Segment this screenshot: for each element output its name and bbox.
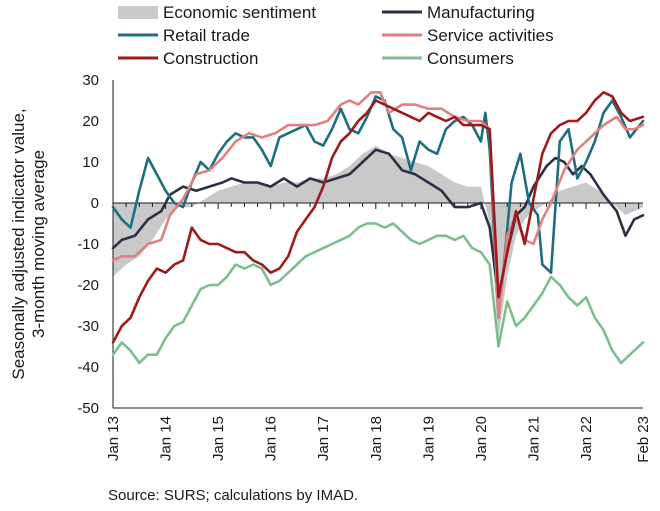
y-tick-label: -20 (77, 277, 99, 294)
legend-label: Service activities (427, 26, 554, 45)
y-axis-title-line: 3-month moving average (29, 150, 48, 338)
y-tick-label: 20 (82, 113, 99, 130)
x-tick-label: Jan 19 (420, 416, 437, 461)
y-axis-title-line: Seasonally adjusted indicator value, (9, 108, 28, 379)
legend-item-consumers: Consumers (382, 49, 514, 68)
legend-item-economic-sentiment: Economic sentiment (118, 3, 316, 22)
legend-item-construction: Construction (118, 49, 258, 68)
legend-label: Economic sentiment (163, 3, 316, 22)
y-tick-label: -40 (77, 359, 99, 376)
y-tick-label: 30 (82, 72, 99, 89)
x-tick-label: Feb 23 (635, 416, 652, 463)
series-construction (111, 91, 645, 344)
y-tick-label: -10 (77, 236, 99, 253)
legend-label: Construction (163, 49, 258, 68)
legend-label: Consumers (427, 49, 514, 68)
series-consumers (111, 222, 645, 365)
y-tick-label: 0 (91, 195, 99, 212)
source-note: Source: SURS; calculations by IMAD. (108, 487, 359, 504)
series-service-activities (111, 91, 645, 320)
x-tick-label: Jan 16 (263, 416, 280, 461)
legend-label: Manufacturing (427, 3, 535, 22)
legend-label: Retail trade (163, 26, 250, 45)
legend-swatch (118, 6, 158, 19)
y-axis-title: Seasonally adjusted indicator value, 3-mo… (9, 108, 48, 379)
series-economic-sentiment (113, 145, 643, 339)
legend-item-manufacturing: Manufacturing (382, 3, 535, 22)
x-tick-label: Jan 15 (210, 416, 227, 461)
y-tick-label: 10 (82, 154, 99, 171)
x-tick-label: Jan 20 (473, 416, 490, 461)
line-series-layer (111, 91, 645, 365)
tick-labels: 30 20 10 0 -10 -20 -30 -40 -50 Jan 13 Jan 14 Jan 15… (77, 72, 652, 463)
x-tick-label: Jan 14 (158, 416, 175, 461)
area-series-layer (113, 145, 643, 339)
series-retail-trade (111, 95, 645, 320)
legend-item-retail-trade: Retail trade (118, 26, 250, 45)
x-tick-label: Jan 17 (315, 416, 332, 461)
x-tick-label: Jan 21 (526, 416, 543, 461)
y-tick-label: -30 (77, 318, 99, 335)
legend-item-service-activities: Service activities (382, 26, 554, 45)
y-tick-label: -50 (77, 400, 99, 417)
x-tick-label: Jan 18 (368, 416, 385, 461)
x-tick-label: Jan 22 (578, 416, 595, 461)
axes (112, 80, 643, 409)
x-tick-label: Jan 13 (105, 416, 122, 461)
legend: Economic sentiment Manufacturing Retail tr… (118, 3, 554, 68)
